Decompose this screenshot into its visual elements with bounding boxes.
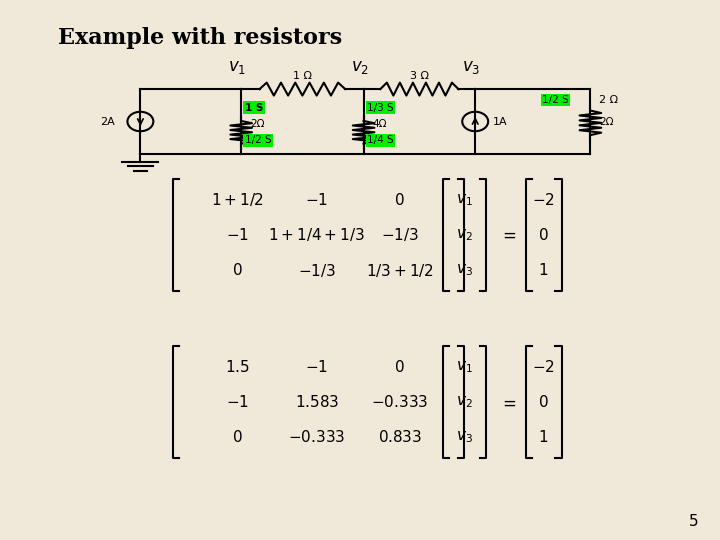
Text: Example with resistors: Example with resistors xyxy=(58,27,342,49)
Text: 1/4 S: 1/4 S xyxy=(367,136,394,145)
Text: 5: 5 xyxy=(689,514,698,529)
Text: 2Ω: 2Ω xyxy=(250,119,264,129)
Text: $v_1$: $v_1$ xyxy=(228,58,247,76)
Text: 1/2 S: 1/2 S xyxy=(542,95,569,105)
Text: $1.5$: $1.5$ xyxy=(225,359,250,375)
Text: $-1/3$: $-1/3$ xyxy=(298,261,336,279)
Text: 1 Ω: 1 Ω xyxy=(293,71,312,81)
Text: $v_1$: $v_1$ xyxy=(456,192,473,208)
Text: 1 S: 1 S xyxy=(245,103,264,113)
Text: $1/3+1/2$: $1/3+1/2$ xyxy=(366,261,433,279)
Text: $0$: $0$ xyxy=(395,359,405,375)
Text: $v_2$: $v_2$ xyxy=(456,394,473,410)
Text: $v_3$: $v_3$ xyxy=(462,58,481,76)
Text: $-1$: $-1$ xyxy=(226,227,249,243)
Text: $-1$: $-1$ xyxy=(305,192,328,208)
Text: $1$: $1$ xyxy=(539,262,549,278)
Text: $-0.333$: $-0.333$ xyxy=(371,394,428,410)
Text: $-2$: $-2$ xyxy=(532,192,555,208)
Text: $-0.333$: $-0.333$ xyxy=(288,429,346,445)
Text: $0.833$: $0.833$ xyxy=(377,429,422,445)
Text: $=$: $=$ xyxy=(499,393,516,411)
Text: $0$: $0$ xyxy=(539,394,549,410)
Text: $0$: $0$ xyxy=(539,227,549,243)
Text: $-1/3$: $-1/3$ xyxy=(381,226,418,244)
Text: $v_3$: $v_3$ xyxy=(456,429,473,445)
Text: 1A: 1A xyxy=(493,117,508,126)
Text: $0$: $0$ xyxy=(233,429,243,445)
Text: $-2$: $-2$ xyxy=(532,359,555,375)
Text: $1+1/4+1/3$: $1+1/4+1/3$ xyxy=(269,226,365,244)
Text: 4Ω: 4Ω xyxy=(372,119,387,129)
Text: $1$: $1$ xyxy=(539,429,549,445)
Text: $-1$: $-1$ xyxy=(305,359,328,375)
Text: $1+1/2$: $1+1/2$ xyxy=(211,191,264,208)
Text: $v_2$: $v_2$ xyxy=(456,227,473,243)
Text: $=$: $=$ xyxy=(499,226,516,244)
Text: 3 Ω: 3 Ω xyxy=(410,71,429,81)
Text: $1.583$: $1.583$ xyxy=(294,394,339,410)
Text: $-1$: $-1$ xyxy=(226,394,249,410)
Text: $v_2$: $v_2$ xyxy=(351,58,369,76)
Text: $0$: $0$ xyxy=(233,262,243,278)
Text: 1/2 S: 1/2 S xyxy=(245,136,271,145)
Text: $v_3$: $v_3$ xyxy=(456,262,473,278)
Text: $0$: $0$ xyxy=(395,192,405,208)
Text: $v_1$: $v_1$ xyxy=(456,359,473,375)
Text: 2A: 2A xyxy=(101,117,115,126)
Text: 2Ω: 2Ω xyxy=(599,117,613,126)
Text: 1/3 S: 1/3 S xyxy=(367,103,394,113)
Text: 2 Ω: 2 Ω xyxy=(599,95,618,105)
